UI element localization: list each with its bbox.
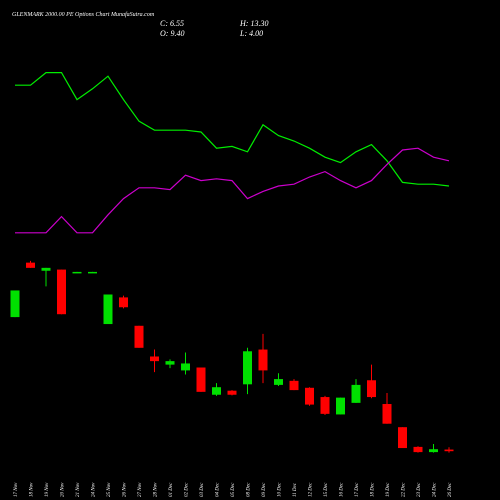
x-tick-label: 08 Dec: [247, 482, 252, 497]
candle-body: [305, 387, 314, 405]
candle-body: [134, 325, 144, 348]
x-tick-label: 28 Nov: [154, 482, 159, 497]
candle-body: [165, 361, 175, 365]
candle-body: [119, 297, 128, 308]
x-tick-label: 17 Dec: [355, 482, 360, 497]
candle-body: [289, 380, 299, 391]
x-tick-label: 25 Nov: [107, 482, 112, 497]
x-tick-label: 26 Nov: [123, 482, 128, 497]
candle-body: [212, 387, 221, 395]
x-tick-label: 24 Dec: [433, 482, 438, 497]
candle-body: [444, 449, 454, 452]
candle-body: [367, 380, 376, 398]
candle-body: [57, 269, 66, 315]
x-tick-label: 03 Dec: [200, 482, 205, 497]
chart-title: GLENMARK 2000.00 PE Options Chart Munafa…: [12, 11, 155, 18]
candle-body: [320, 397, 330, 414]
x-tick-label: 05 Dec: [231, 482, 236, 497]
x-tick-label: 11 Dec: [293, 482, 298, 497]
x-tick-label: 16 Dec: [340, 482, 345, 497]
x-tick-label: 19 Dec: [386, 482, 391, 497]
x-tick-label: 18 Nov: [30, 482, 35, 497]
candle-body: [88, 271, 97, 274]
x-tick-label: 09 Dec: [262, 482, 267, 497]
high-label: H: 13.30: [239, 19, 268, 28]
candle-body: [10, 290, 20, 318]
x-tick-label: 26 Dec: [448, 482, 453, 497]
x-tick-label: 15 Dec: [324, 482, 329, 497]
candle-body: [103, 294, 113, 325]
x-tick-label: 01 Dec: [169, 482, 174, 497]
x-tick-label: 22 Dec: [402, 482, 407, 497]
x-tick-label: 12 Dec: [309, 482, 314, 497]
x-tick-label: 20 Nov: [61, 482, 66, 497]
candle-body: [41, 267, 51, 271]
close-label: C: 6.55: [160, 19, 184, 28]
x-tick-label: 04 Dec: [216, 482, 221, 497]
candle-body: [351, 384, 361, 403]
low-label: L: 4.00: [239, 29, 263, 38]
candle-body: [243, 351, 252, 385]
x-tick-label: 27 Nov: [138, 482, 143, 497]
x-tick-label: 21 Nov: [76, 482, 81, 497]
x-tick-label: 23 Dec: [417, 482, 422, 497]
x-tick-label: 18 Dec: [371, 482, 376, 497]
candle-body: [336, 397, 345, 415]
candle-body: [413, 446, 423, 453]
candle-body: [72, 271, 82, 274]
x-tick-label: 02 Dec: [185, 482, 190, 497]
candle-body: [258, 349, 268, 371]
indicator-line: [15, 147, 450, 234]
candle-body: [382, 404, 392, 424]
open-label: O: 9.40: [160, 29, 184, 38]
candle-body: [429, 449, 438, 453]
indicator-line: [15, 72, 450, 187]
x-tick-label: 17 Nov: [14, 482, 19, 497]
candle-body: [150, 356, 159, 362]
x-tick-label: 19 Nov: [45, 482, 50, 497]
candle-body: [398, 427, 407, 449]
candle-body: [227, 390, 237, 395]
candle-body: [26, 262, 35, 268]
x-tick-label: 10 Dec: [278, 482, 283, 497]
x-tick-label: 24 Nov: [92, 482, 97, 497]
candle-body: [274, 379, 283, 385]
candle-body: [196, 367, 206, 392]
candle-body: [181, 363, 190, 371]
